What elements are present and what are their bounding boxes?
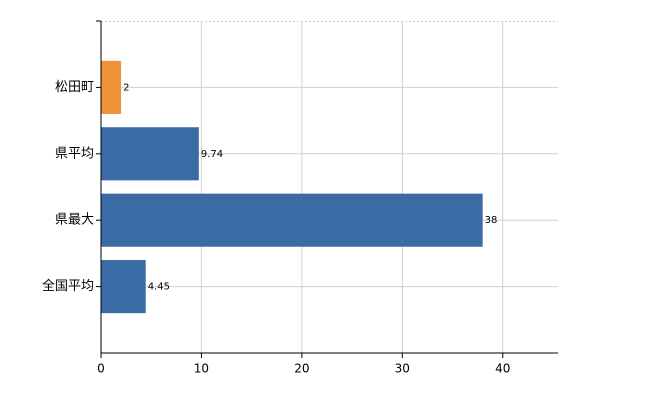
bar <box>101 127 199 181</box>
x-tick-label: 40 <box>495 362 510 376</box>
value-label: 38 <box>485 215 498 226</box>
value-label: 9.74 <box>201 149 223 160</box>
value-label: 2 <box>123 82 129 93</box>
value-label: 4.45 <box>148 282 170 293</box>
y-tick-label: 県平均 <box>55 146 94 161</box>
x-tick-label: 20 <box>294 362 309 376</box>
x-tick-label: 10 <box>194 362 209 376</box>
bar <box>101 260 146 314</box>
x-tick-label: 0 <box>97 362 105 376</box>
x-tick-label: 30 <box>395 362 410 376</box>
y-tick-label: 全国平均 <box>42 278 94 294</box>
y-tick-label: 松田町 <box>55 80 94 95</box>
bar <box>101 193 483 247</box>
bar <box>101 60 122 114</box>
y-tick-label: 県最大 <box>55 213 94 228</box>
